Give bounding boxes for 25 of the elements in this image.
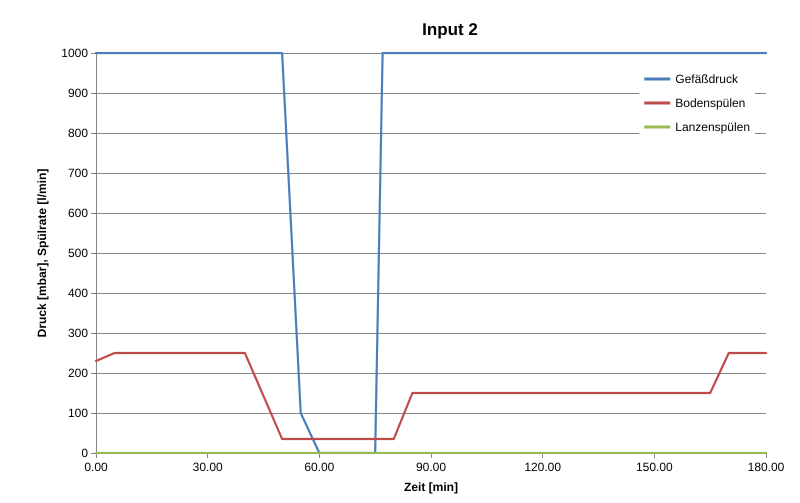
x-axis-title: Zeit [min] [404,480,458,494]
x-tick-label: 30.00 [192,460,224,474]
line-series [94,352,768,440]
x-tick-label: 180.00 [748,460,785,474]
chart-title: Input 2 [422,20,478,39]
y-tick-label: 900 [68,86,88,100]
legend-label: Gefäßdruck [675,72,739,86]
y-tick-label: 500 [68,246,88,260]
y-tick-label: 800 [68,126,88,140]
legend-label: Bodenspülen [675,96,746,110]
y-tick-label: 1000 [61,46,88,60]
x-tick-label: 120.00 [524,460,562,474]
y-tick-label: 700 [68,166,88,180]
x-tick-label: 150.00 [636,460,674,474]
y-axis-title: Druck [mbar], Spülrate [l/min] [35,168,49,338]
x-tick-label: 0.00 [84,460,108,474]
x-tick-label: 60.00 [304,460,335,474]
y-tick-label: 200 [68,366,88,380]
y-tick-label: 600 [68,206,88,220]
y-tick-label: 100 [68,406,88,420]
y-tick-label: 300 [68,326,88,340]
y-tick-label: 0 [81,446,88,460]
y-tick-label: 400 [68,286,88,300]
legend-label: Lanzenspülen [675,120,750,134]
x-tick-label: 90.00 [416,460,446,474]
